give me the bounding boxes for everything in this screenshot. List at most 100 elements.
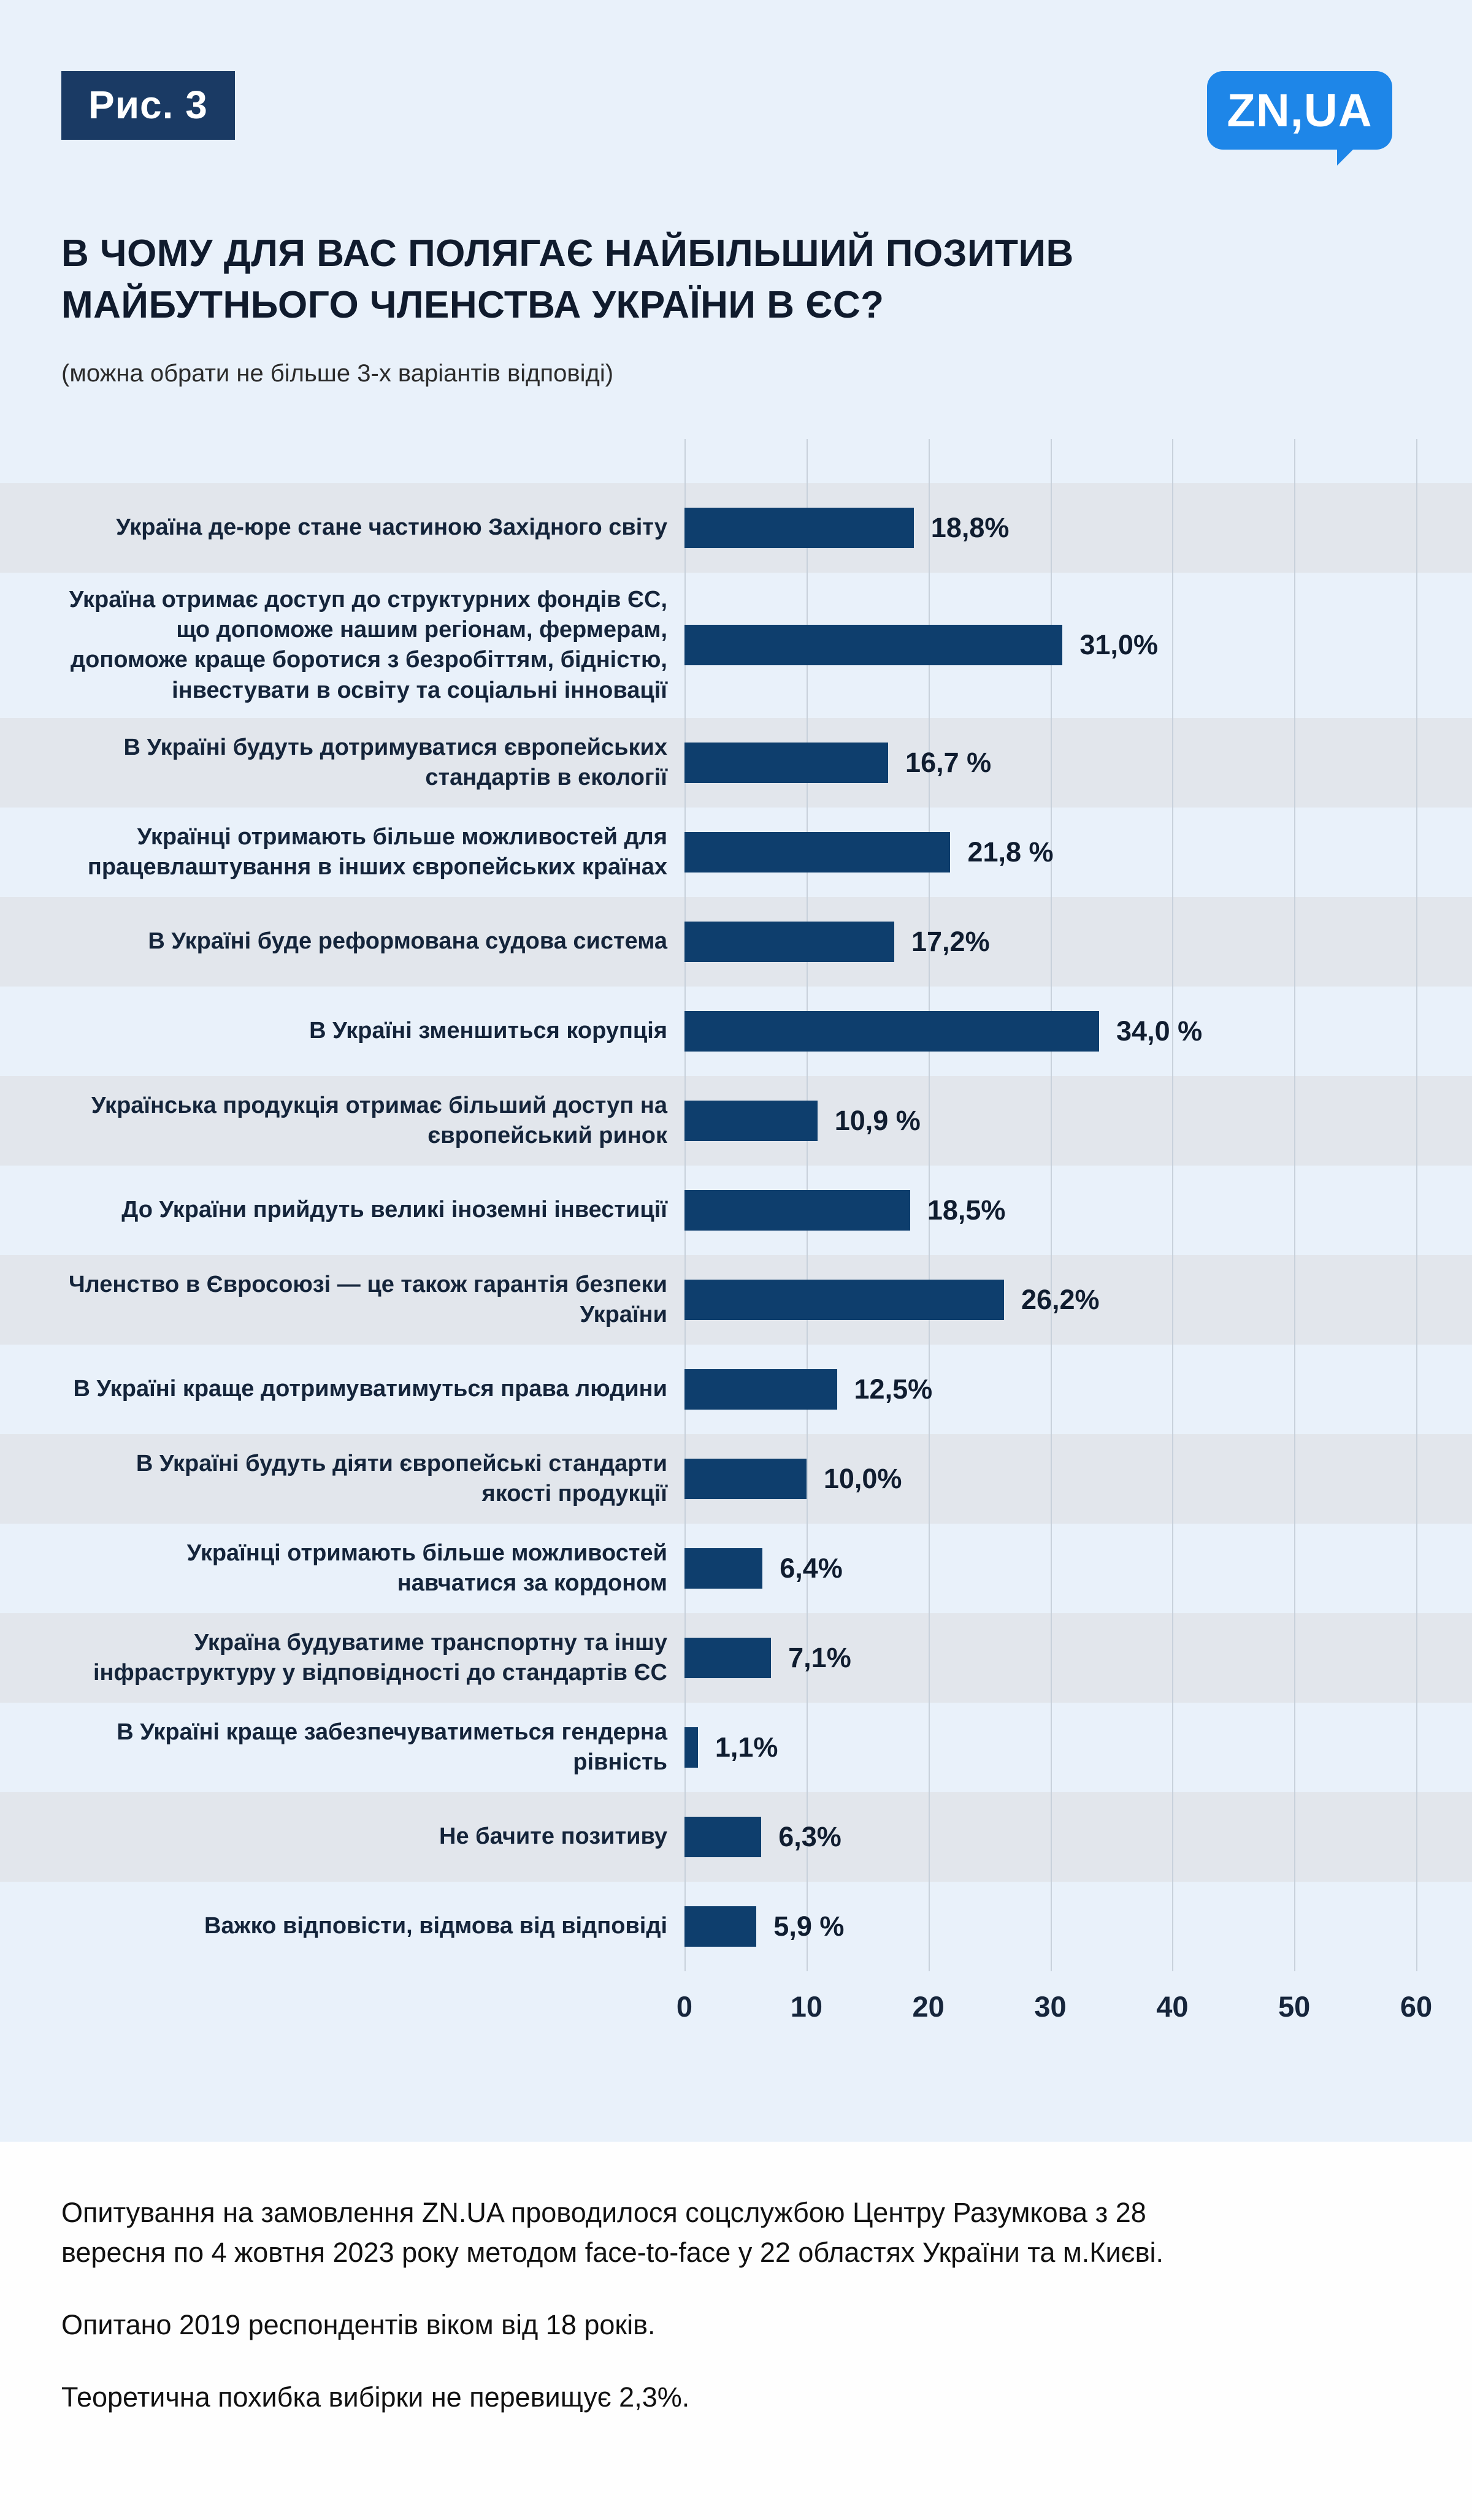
category-label: В Україні краще дотримуватимуться права … <box>73 1376 667 1402</box>
category-label: Українці отримають більше можливостей дл… <box>87 823 667 880</box>
bar <box>684 1190 910 1231</box>
x-tick-label: 20 <box>912 1990 945 2023</box>
category-label: Не бачите позитиву <box>439 1823 667 1850</box>
logo-speech-tail-icon <box>1337 147 1355 166</box>
chart-row: В Україні зменшиться корупція 34,0 % <box>0 987 1472 1076</box>
row-plot: 10,9 % <box>684 1101 1472 1142</box>
row-plot: 6,4% <box>684 1548 1472 1589</box>
chart-subtitle: (можна обрати не більше 3-х варіантів ві… <box>61 359 614 387</box>
chart-row: Україна будуватиме транспортну та іншу і… <box>0 1613 1472 1703</box>
bar <box>684 1101 818 1142</box>
row-plot: 21,8 % <box>684 832 1472 873</box>
bar-chart: Україна де-юре стане частиною Західного … <box>0 438 1472 2053</box>
row-plot: 18,8% <box>684 507 1472 548</box>
chart-row: В Україні краще забезпечуватиметься генд… <box>0 1703 1472 1792</box>
error-margin-text: Теоретична похибка вибірки не перевищує … <box>61 2381 690 2413</box>
znua-logo-text: ZN,UA <box>1227 84 1373 137</box>
x-axis: 0 10 20 30 40 50 60 <box>0 1971 1472 2052</box>
bar <box>684 1638 772 1679</box>
category-label: Україна будуватиме транспортну та іншу і… <box>93 1629 667 1686</box>
x-tick-label: 0 <box>676 1990 693 2023</box>
value-label: 16,7 % <box>905 747 992 779</box>
category-label: В Україні зменшиться корупція <box>309 1018 667 1044</box>
row-plot: 12,5% <box>684 1369 1472 1410</box>
row-plot: 31,0% <box>684 625 1472 666</box>
bar <box>684 1548 763 1589</box>
figure-label: Рис. 3 <box>88 83 208 127</box>
bar <box>684 743 889 784</box>
value-label: 34,0 % <box>1116 1015 1203 1047</box>
chart-row: Членство в Євросоюзі — це також гарантія… <box>0 1255 1472 1345</box>
chart-row: В Україні будуть дотримуватися європейсь… <box>0 718 1472 808</box>
row-plot: 16,7 % <box>684 743 1472 784</box>
x-tick-label: 40 <box>1156 1990 1189 2023</box>
row-plot: 17,2% <box>684 922 1472 963</box>
row-plot: 26,2% <box>684 1280 1472 1321</box>
x-tick-label: 60 <box>1400 1990 1433 2023</box>
value-label: 18,5% <box>927 1194 1006 1226</box>
row-plot: 6,3% <box>684 1817 1472 1858</box>
category-label: Україна отримає доступ до структурних фо… <box>69 586 667 703</box>
sample-size-text: Опитано 2019 респондентів віком від 18 р… <box>61 2308 656 2340</box>
value-label: 10,0% <box>823 1463 902 1495</box>
row-plot: 34,0 % <box>684 1011 1472 1052</box>
value-label: 18,8% <box>930 511 1010 543</box>
header: Рис. 3 ZN,UA <box>0 0 1472 166</box>
chart-row: Україна отримає доступ до структурних фо… <box>0 573 1472 719</box>
chart-row: Українці отримають більше можливостей на… <box>0 1524 1472 1613</box>
category-label: В Україні буде реформована судова систем… <box>148 928 667 955</box>
bar <box>684 1280 1004 1321</box>
chart-rows: Україна де-юре стане частиною Західного … <box>0 483 1472 1972</box>
source-note: Опитування на замовлення ZN.UA проводило… <box>0 2142 1472 2520</box>
bar <box>684 1906 757 1947</box>
value-label: 17,2% <box>911 926 990 958</box>
chart-row: Важко відповісти, відмова від відповіді 5… <box>0 1882 1472 1971</box>
chart-row: Не бачите позитиву 6,3% <box>0 1792 1472 1882</box>
bar <box>684 832 951 873</box>
chart-row: До України прийдуть великі іноземні інве… <box>0 1166 1472 1255</box>
bar <box>684 1727 698 1768</box>
chart-plot-area: Україна де-юре стане частиною Західного … <box>0 438 1472 1972</box>
row-plot: 10,0% <box>684 1459 1472 1500</box>
chart-row: Українці отримають більше можливостей дл… <box>0 808 1472 897</box>
value-label: 1,1% <box>715 1732 778 1763</box>
category-label: В Україні будуть діяти європейські станд… <box>136 1450 667 1507</box>
chart-row: В Україні краще дотримуватимуться права … <box>0 1345 1472 1434</box>
value-label: 5,9 % <box>773 1911 845 1942</box>
x-tick-label: 10 <box>790 1990 822 2023</box>
row-plot: 5,9 % <box>684 1906 1472 1947</box>
value-label: 21,8 % <box>967 836 1054 868</box>
bar <box>684 1369 837 1410</box>
bar <box>684 922 894 963</box>
row-plot: 1,1% <box>684 1727 1472 1768</box>
bar <box>684 1459 807 1500</box>
category-label: Українці отримають більше можливостей на… <box>186 1540 667 1597</box>
category-label: В Україні краще забезпечуватиметься генд… <box>117 1719 667 1776</box>
bar <box>684 625 1063 666</box>
chart-row: В Україні будуть діяти європейські станд… <box>0 1434 1472 1524</box>
category-label: Членство в Євросоюзі — це також гарантія… <box>68 1271 667 1328</box>
value-label: 6,3% <box>778 1821 841 1853</box>
znua-logo[interactable]: ZN,UA <box>1207 71 1392 166</box>
x-tick-label: 30 <box>1034 1990 1067 2023</box>
chart-row: Україна де-юре стане частиною Західного … <box>0 483 1472 573</box>
bar <box>684 1011 1100 1052</box>
row-plot: 18,5% <box>684 1190 1472 1231</box>
value-label: 10,9 % <box>834 1105 921 1137</box>
bar <box>684 507 914 548</box>
value-label: 12,5% <box>854 1373 933 1405</box>
value-label: 7,1% <box>788 1642 851 1674</box>
chart-row: В Україні буде реформована судова систем… <box>0 897 1472 987</box>
value-label: 6,4% <box>780 1552 843 1584</box>
chart-title: В ЧОМУ ДЛЯ ВАС ПОЛЯГАЄ НАЙБІЛЬШИЙ ПОЗИТИ… <box>61 232 1074 327</box>
value-label: 31,0% <box>1079 629 1158 661</box>
category-label: В Україні будуть дотримуватися європейсь… <box>123 734 667 791</box>
category-label: До України прийдуть великі іноземні інве… <box>121 1197 667 1223</box>
category-label: Україна де-юре стане частиною Західного … <box>116 514 667 540</box>
bar <box>684 1817 762 1858</box>
category-label: Українська продукція отримає більший дос… <box>91 1092 667 1149</box>
value-label: 26,2% <box>1021 1284 1100 1316</box>
x-tick-label: 50 <box>1278 1990 1311 2023</box>
category-label: Важко відповісти, відмова від відповіді <box>204 1913 667 1939</box>
